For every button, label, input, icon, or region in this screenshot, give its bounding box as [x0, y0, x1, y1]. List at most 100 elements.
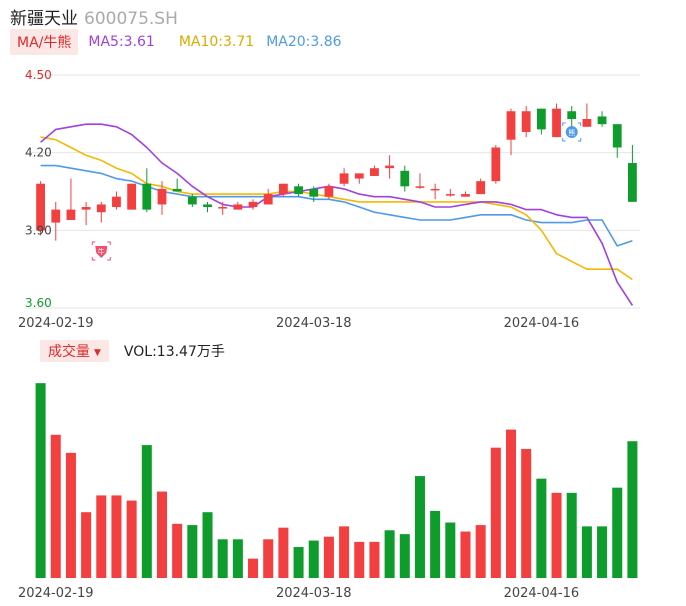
- volume-bar: [308, 540, 319, 578]
- candle-body: [51, 209, 61, 223]
- volume-bar: [278, 527, 289, 578]
- volume-bar: [202, 512, 213, 578]
- bear-signal-marker[interactable]: 熊: [562, 122, 582, 142]
- candle-body: [612, 124, 622, 148]
- volume-bars: [35, 383, 638, 578]
- candle: [233, 201, 243, 210]
- candle: [400, 165, 410, 192]
- bull-signal-marker[interactable]: 牛: [91, 241, 111, 261]
- ma-indicator-tab[interactable]: MA/牛熊: [10, 29, 79, 55]
- candle: [81, 201, 91, 226]
- candle: [536, 108, 546, 135]
- volume-bar: [35, 383, 46, 578]
- price-y-tick-label: 4.50: [25, 68, 52, 82]
- volume-bar: [612, 487, 623, 578]
- marker-bracket: [91, 257, 96, 261]
- marker-label: 熊: [568, 128, 575, 137]
- marker-bracket: [577, 137, 582, 142]
- candle: [294, 183, 303, 197]
- candle-body: [567, 111, 577, 120]
- volume-bar: [627, 441, 638, 578]
- marker-bracket: [562, 137, 566, 142]
- candle: [612, 124, 622, 158]
- candle-body: [476, 181, 486, 195]
- candle: [127, 183, 137, 210]
- candle-body: [370, 168, 379, 176]
- candle: [445, 188, 455, 197]
- volume-indicator-dropdown[interactable]: 成交量 ▼: [40, 340, 109, 362]
- volume-x-axis: 2024-02-19 2024-03-18 2024-04-16: [18, 586, 579, 601]
- candle: [112, 191, 121, 210]
- volume-bar: [475, 525, 486, 578]
- price-y-tick-label: 3.60: [25, 296, 52, 310]
- volume-x-tick-label: 2024-03-18: [276, 586, 352, 601]
- volume-bar: [263, 539, 274, 578]
- candle: [521, 106, 531, 138]
- bull-badge-icon: [95, 246, 108, 259]
- candle-body: [536, 108, 546, 130]
- marker-bracket: [107, 257, 111, 261]
- candle: [430, 183, 440, 200]
- candle-body: [415, 186, 425, 188]
- candle: [324, 183, 334, 200]
- volume-bar: [111, 495, 122, 578]
- candle-body: [278, 183, 288, 195]
- candle-body: [233, 204, 243, 210]
- marker-bracket: [107, 241, 111, 246]
- candle-body: [445, 194, 455, 196]
- ma20-line: [40, 164, 633, 247]
- ma10-line: [40, 136, 633, 281]
- candle-body: [203, 204, 212, 208]
- candle-body: [354, 173, 364, 179]
- candle-body: [339, 173, 349, 184]
- volume-bar: [65, 452, 76, 578]
- volume-bar: [597, 526, 608, 578]
- ma5-line: [40, 123, 634, 306]
- candle: [172, 178, 182, 192]
- candle: [51, 201, 61, 241]
- marker-bracket: [91, 241, 96, 246]
- candle: [339, 168, 349, 187]
- candle-body: [552, 108, 561, 138]
- volume-bar: [232, 539, 243, 578]
- volume-legend: 成交量 ▼ VOL:13.47万手: [40, 340, 225, 362]
- volume-bar: [384, 530, 395, 578]
- candle: [461, 191, 470, 197]
- candle: [248, 199, 258, 210]
- stock-code: 600075.SH: [84, 9, 178, 29]
- candle-body: [36, 183, 45, 231]
- candle-body: [248, 201, 258, 208]
- marker-bracket: [577, 122, 582, 126]
- candle: [142, 168, 152, 213]
- volume-bar: [521, 448, 532, 578]
- candle: [385, 155, 395, 179]
- price-y-tick-label: 3.90: [25, 223, 52, 237]
- volume-bar: [354, 541, 365, 578]
- candle: [354, 173, 364, 184]
- candle: [278, 183, 288, 197]
- price-x-tick-label: 2024-02-19: [18, 316, 94, 331]
- candle-body: [521, 111, 531, 132]
- candle-body: [294, 186, 303, 195]
- volume-bar: [581, 526, 592, 578]
- volume-indicator-label: 成交量: [48, 344, 90, 360]
- candle-body: [506, 111, 516, 140]
- volume-bar: [551, 492, 562, 578]
- volume-bar: [445, 522, 456, 578]
- candle-body: [263, 194, 273, 205]
- price-grid: [25, 74, 640, 309]
- ma5-label: MA5:3.61: [88, 34, 155, 50]
- ma-lines: [40, 123, 634, 306]
- candle-body: [127, 183, 137, 210]
- volume-bar: [187, 525, 198, 578]
- ma20-label: MA20:3.86: [266, 34, 342, 50]
- price-y-tick-label: 4.20: [25, 146, 52, 160]
- candle-body: [172, 188, 182, 192]
- volume-bar: [126, 500, 137, 578]
- candle: [582, 103, 592, 127]
- candle: [476, 178, 486, 195]
- candle: [66, 178, 76, 220]
- candle: [491, 144, 501, 184]
- candle-body: [461, 194, 470, 197]
